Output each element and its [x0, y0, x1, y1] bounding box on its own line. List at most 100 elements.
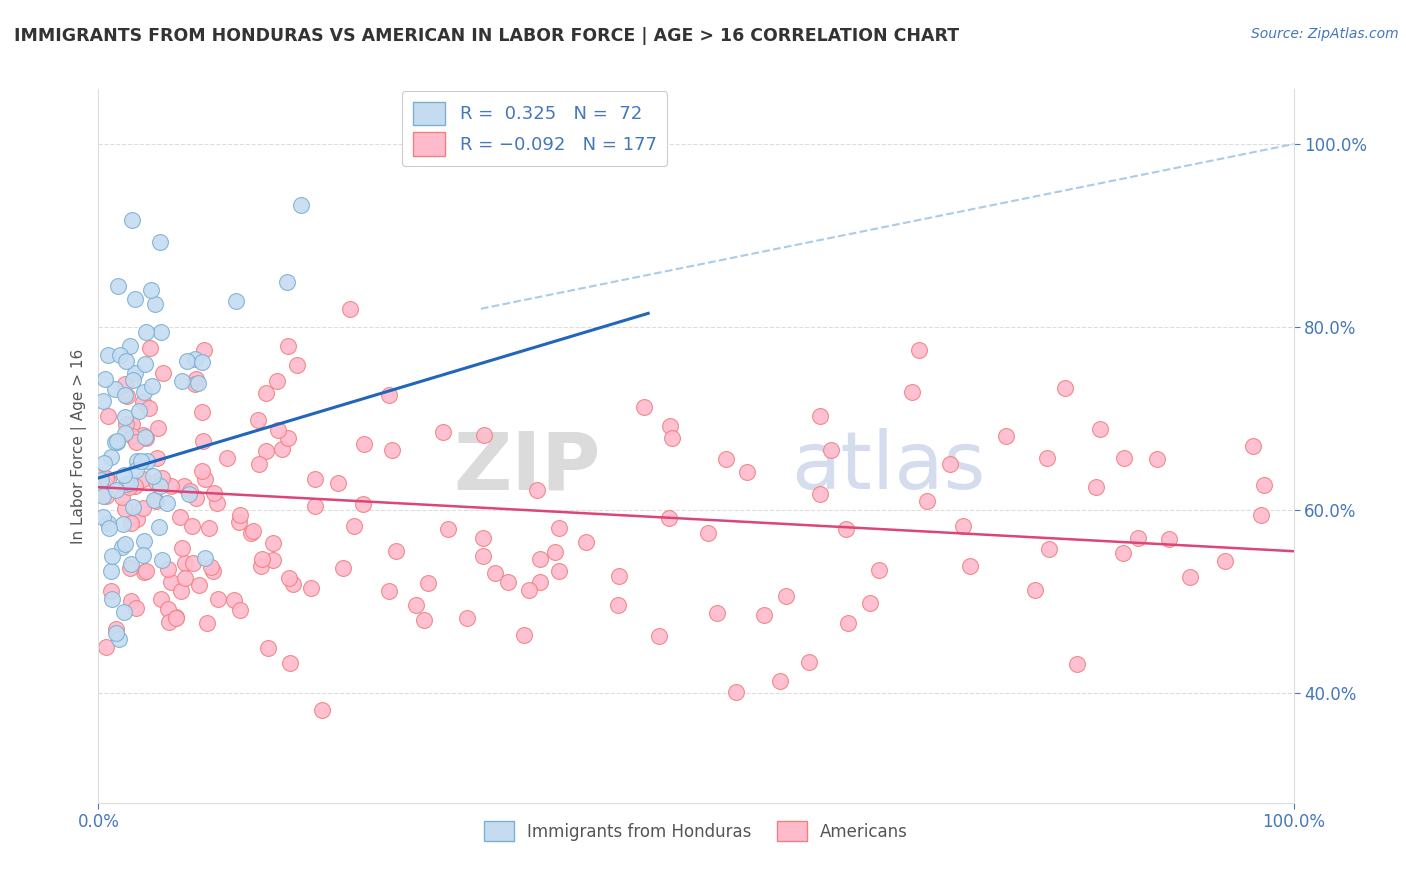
- Point: [112, 467, 135, 482]
- Point: [311, 703, 333, 717]
- Point: [104, 435, 127, 450]
- Point: [139, 341, 162, 355]
- Point: [706, 607, 728, 621]
- Point: [111, 490, 134, 504]
- Point: [146, 421, 169, 435]
- Point: [180, 519, 202, 533]
- Text: ZIP: ZIP: [453, 428, 600, 507]
- Point: [278, 656, 301, 670]
- Y-axis label: In Labor Force | Age > 16: In Labor Force | Age > 16: [72, 349, 87, 543]
- Point: [606, 598, 628, 612]
- Point: [93, 371, 115, 385]
- Point: [160, 479, 183, 493]
- Point: [165, 609, 187, 624]
- Point: [187, 376, 209, 390]
- Point: [104, 625, 127, 640]
- Point: [135, 430, 157, 444]
- Point: [132, 566, 155, 580]
- Point: [1159, 532, 1181, 546]
- Point: [145, 475, 167, 490]
- Point: [97, 348, 120, 362]
- Point: [775, 589, 797, 603]
- Point: [254, 443, 277, 458]
- Point: [797, 655, 820, 669]
- Point: [131, 472, 153, 486]
- Point: [378, 583, 401, 598]
- Point: [114, 387, 136, 401]
- Point: [225, 294, 247, 309]
- Point: [290, 197, 312, 211]
- Point: [276, 276, 298, 290]
- Point: [352, 497, 374, 511]
- Point: [118, 480, 141, 494]
- Point: [240, 526, 263, 541]
- Point: [416, 575, 439, 590]
- Point: [266, 374, 288, 388]
- Point: [125, 434, 148, 449]
- Point: [277, 431, 299, 445]
- Point: [1036, 451, 1059, 466]
- Point: [484, 566, 506, 580]
- Text: Source: ZipAtlas.com: Source: ZipAtlas.com: [1251, 27, 1399, 41]
- Point: [141, 378, 163, 392]
- Point: [1250, 508, 1272, 523]
- Point: [228, 508, 250, 522]
- Point: [132, 428, 155, 442]
- Point: [145, 493, 167, 508]
- Point: [194, 551, 217, 566]
- Point: [181, 556, 204, 570]
- Point: [90, 473, 112, 487]
- Point: [215, 450, 238, 465]
- Point: [959, 559, 981, 574]
- Point: [132, 395, 155, 409]
- Point: [132, 533, 155, 548]
- Point: [304, 472, 326, 486]
- Point: [107, 632, 129, 646]
- Point: [384, 544, 406, 558]
- Point: [271, 442, 294, 457]
- Point: [118, 476, 141, 491]
- Point: [148, 520, 170, 534]
- Point: [575, 534, 598, 549]
- Point: [262, 553, 284, 567]
- Point: [633, 401, 655, 415]
- Point: [725, 684, 748, 698]
- Point: [87, 471, 110, 485]
- Point: [191, 464, 214, 478]
- Point: [207, 496, 229, 510]
- Point: [128, 404, 150, 418]
- Point: [353, 437, 375, 451]
- Point: [170, 584, 193, 599]
- Point: [472, 549, 495, 564]
- Point: [160, 575, 183, 590]
- Point: [200, 559, 222, 574]
- Point: [188, 578, 211, 592]
- Point: [184, 372, 207, 386]
- Point: [114, 353, 136, 368]
- Point: [267, 423, 290, 437]
- Point: [114, 410, 136, 425]
- Point: [97, 516, 120, 531]
- Point: [97, 473, 120, 487]
- Point: [250, 551, 273, 566]
- Point: [157, 602, 180, 616]
- Point: [105, 435, 128, 450]
- Point: [768, 674, 790, 689]
- Point: [146, 451, 169, 466]
- Point: [97, 409, 120, 423]
- Point: [115, 477, 138, 491]
- Point: [381, 442, 404, 457]
- Point: [194, 472, 217, 486]
- Point: [246, 412, 269, 426]
- Point: [184, 377, 207, 392]
- Point: [132, 385, 155, 400]
- Point: [547, 564, 569, 578]
- Point: [174, 557, 197, 571]
- Point: [135, 453, 157, 467]
- Point: [908, 343, 931, 357]
- Point: [121, 372, 143, 386]
- Point: [1112, 546, 1135, 560]
- Point: [183, 351, 205, 366]
- Point: [247, 457, 270, 471]
- Point: [91, 394, 114, 409]
